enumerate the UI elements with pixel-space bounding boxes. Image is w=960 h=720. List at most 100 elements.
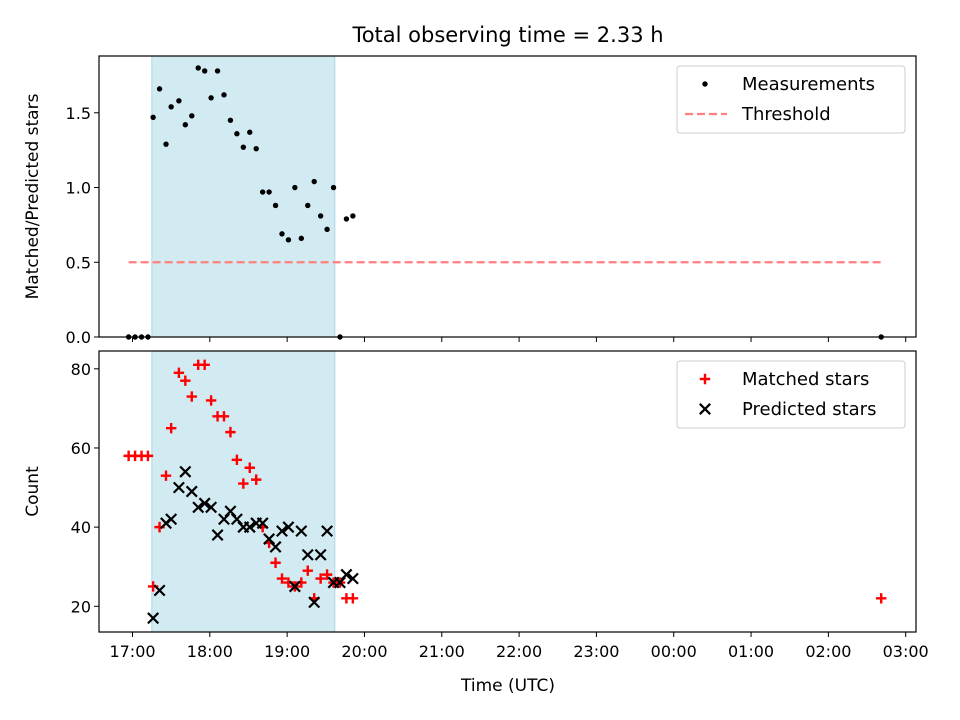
data-point xyxy=(876,593,887,604)
data-point xyxy=(324,226,330,233)
data-point xyxy=(208,95,214,101)
data-point xyxy=(142,450,154,462)
legend: Matched stars Predicted stars xyxy=(676,360,906,429)
legend-label: Threshold xyxy=(741,104,831,125)
data-point xyxy=(243,521,256,534)
data-point xyxy=(160,470,172,481)
data-point xyxy=(147,612,160,625)
data-point xyxy=(317,213,324,219)
data-point xyxy=(340,568,353,581)
legend: Measurements Threshold xyxy=(676,65,906,134)
legend-label: Matched stars xyxy=(742,369,869,390)
data-point xyxy=(225,426,236,438)
y-axis-label: Count xyxy=(23,466,43,517)
data-point xyxy=(301,548,314,561)
data-point xyxy=(211,529,224,542)
data-point xyxy=(192,501,205,514)
data-point xyxy=(205,501,218,514)
data-point xyxy=(315,573,326,584)
data-point xyxy=(176,98,182,104)
data-point xyxy=(205,395,217,406)
data-point xyxy=(285,237,292,243)
data-point xyxy=(288,580,301,593)
data-point xyxy=(347,593,359,604)
data-point xyxy=(259,189,266,195)
data-point xyxy=(172,481,185,494)
data-point xyxy=(198,497,211,510)
data-point xyxy=(182,122,189,128)
data-point xyxy=(298,235,305,242)
data-point xyxy=(266,189,272,195)
data-point xyxy=(165,513,178,526)
plot-frame xyxy=(98,55,917,338)
data-point xyxy=(343,216,350,222)
series-predicted-stars xyxy=(147,465,359,625)
data-point xyxy=(276,525,288,538)
data-point xyxy=(185,485,198,498)
shaded-span xyxy=(151,55,336,338)
y-tick-label: 0.5 xyxy=(66,253,91,272)
data-point xyxy=(201,68,208,74)
data-point xyxy=(272,202,279,209)
data-point xyxy=(295,525,308,538)
y-tick-label: 40 xyxy=(71,518,91,537)
legend-marker xyxy=(699,403,711,415)
x-tick-label: 18:00 xyxy=(187,642,233,661)
y-tick-label: 1.5 xyxy=(66,104,91,123)
bottom-panel: 20 40 60 80 17:00 18:00 19:00 20:00 21:00 22:00 23… xyxy=(23,350,929,661)
x-tick-label: 02:00 xyxy=(805,642,851,661)
x-tick-label: 00:00 xyxy=(651,642,697,661)
legend-box xyxy=(676,65,906,134)
data-point xyxy=(279,231,285,237)
y-tick-label: 0.0 xyxy=(66,328,91,347)
data-point xyxy=(227,117,234,123)
x-tick-label: 20:00 xyxy=(341,642,387,661)
x-tick-label: 01:00 xyxy=(728,642,774,661)
x-tick-label: 21:00 xyxy=(419,642,465,661)
data-point xyxy=(150,114,156,120)
legend-label: Measurements xyxy=(742,74,875,95)
legend-box xyxy=(676,360,906,429)
x-axis-label: Time (UTC) xyxy=(460,676,555,696)
legend-marker xyxy=(702,81,708,87)
data-point xyxy=(199,359,210,371)
data-point xyxy=(305,202,311,209)
data-point xyxy=(221,92,227,98)
data-point xyxy=(244,462,255,473)
data-point xyxy=(270,557,281,568)
data-point xyxy=(163,141,169,147)
data-point xyxy=(247,129,253,135)
data-point xyxy=(321,525,334,538)
data-point xyxy=(308,596,321,609)
data-point xyxy=(168,104,174,110)
x-tick-label: 03:00 xyxy=(883,642,929,661)
y-tick-label: 20 xyxy=(71,597,91,616)
data-point xyxy=(186,391,197,402)
y-tick-label: 1.0 xyxy=(66,179,91,198)
data-point xyxy=(311,178,317,185)
data-point xyxy=(214,68,221,74)
legend-label: Predicted stars xyxy=(742,399,876,420)
data-point xyxy=(189,113,195,119)
data-point xyxy=(321,569,333,580)
data-point xyxy=(240,144,247,150)
chart-title: Total observing time = 2.33 h xyxy=(351,23,663,47)
data-point xyxy=(269,540,282,553)
data-point xyxy=(314,548,327,561)
data-point xyxy=(238,478,249,489)
data-point xyxy=(282,521,295,534)
data-point xyxy=(179,465,192,478)
data-point xyxy=(251,474,262,485)
data-point xyxy=(256,517,269,530)
data-point xyxy=(231,454,243,466)
data-point xyxy=(173,367,185,378)
data-point xyxy=(218,411,230,422)
shaded-span xyxy=(151,350,336,633)
legend-marker xyxy=(699,373,711,385)
data-point xyxy=(276,573,288,584)
data-point xyxy=(330,184,337,191)
data-point xyxy=(346,572,359,585)
data-point xyxy=(350,213,356,219)
top-panel: 0.0 0.5 1.0 1.5 Matched/Predicted stars Measu… xyxy=(23,55,917,347)
data-point xyxy=(180,375,191,386)
